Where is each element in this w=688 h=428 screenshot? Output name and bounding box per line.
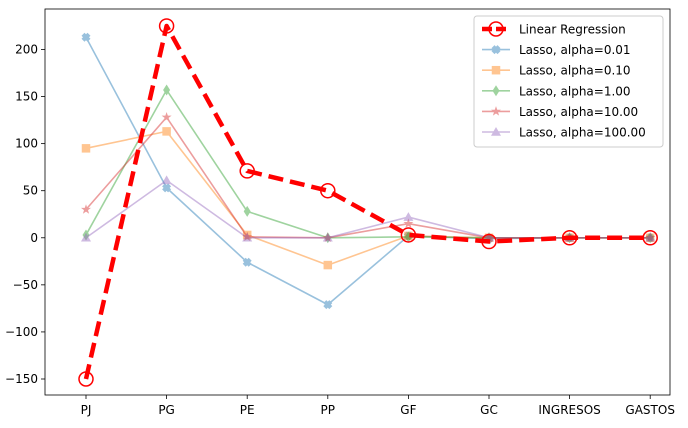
data-point [481,233,497,250]
legend-marker [492,85,500,97]
plot-border [44,8,671,396]
x-tick-label: PG [158,403,175,417]
data-point [324,232,332,244]
legend-marker [491,65,501,75]
series-linear-regression [78,18,658,387]
data-point [81,32,91,42]
legend-item [482,106,510,116]
legend-label: Lasso, alpha=10.00 [519,105,638,119]
y-tick-label: 100 [15,137,38,151]
data-point [645,232,656,242]
y-tick-label: −50 [13,278,38,292]
legend-marker [491,106,501,116]
legend-item [482,85,510,97]
data-point [322,232,333,242]
data-point [484,232,494,243]
legend-item [482,127,510,136]
legend-label: Lasso, alpha=0.10 [519,64,631,78]
data-point [162,183,172,193]
data-point [158,18,175,34]
data-point [81,144,91,153]
data-point [81,204,91,214]
data-point [645,232,656,243]
data-point [646,232,654,244]
series-group [78,18,658,387]
data-point [243,205,251,217]
data-point [323,300,333,310]
data-point [242,230,252,240]
y-tick-label: 0 [30,231,38,245]
data-point [161,112,172,122]
y-tick-label: 200 [15,42,38,56]
data-point [161,175,172,185]
data-point [642,230,658,246]
data-point [242,231,253,242]
legend-label: Lasso, alpha=0.01 [519,43,631,57]
legend-item [482,45,510,55]
legend-marker [488,21,504,37]
data-point [320,182,336,199]
data-point [403,218,414,228]
plot-frame [44,8,671,396]
data-point [645,233,655,243]
legend: Linear Regression Lasso, alpha=0.01 Lasso,… [473,15,664,148]
data-point [322,232,333,243]
legend-box [473,15,664,148]
legend-label: Lasso, alpha=100.00 [519,126,646,140]
legend-marker [491,127,501,136]
legend-label: Linear Regression [519,23,626,37]
legend-item [482,21,510,37]
series-line [85,130,651,266]
y-tick-label: 50 [23,184,38,198]
data-point [561,230,578,246]
x-tick-label: INGRESOS [538,403,600,417]
y-tick-label: 150 [15,90,38,104]
data-point [645,233,655,243]
data-point [404,231,413,241]
series-line [85,36,651,306]
data-point [242,232,253,242]
data-point [239,163,255,179]
series-line [85,89,651,239]
data-point [162,127,171,136]
data-point [78,371,94,387]
legend-marker [491,45,501,55]
legend-item [482,65,510,75]
x-tick-label: PJ [81,403,92,417]
data-point [242,257,252,267]
x-tick-label: GC [480,403,498,417]
data-point [484,233,494,243]
series-line [85,179,651,239]
legend-label: Lasso, alpha=1.00 [519,84,631,98]
x-tick-label: GF [400,403,416,417]
x-tick-label: GASTOS [625,403,675,417]
x-tick-label: PE [240,403,255,417]
data-point [403,212,414,221]
data-point [82,229,90,241]
data-point [163,84,171,96]
data-point [400,227,417,243]
series-lasso-alpha-0-10 [81,127,655,270]
y-tick-label: −100 [5,325,38,339]
x-tick-label: PP [321,403,335,417]
series-line [85,116,651,239]
data-point [323,260,333,270]
axes: −150 −100 −50 0 50 100 150 200 PJ PG PE PP GF GC INGRE… [5,42,675,417]
data-point [81,232,91,242]
y-tick-label: −150 [5,372,38,386]
